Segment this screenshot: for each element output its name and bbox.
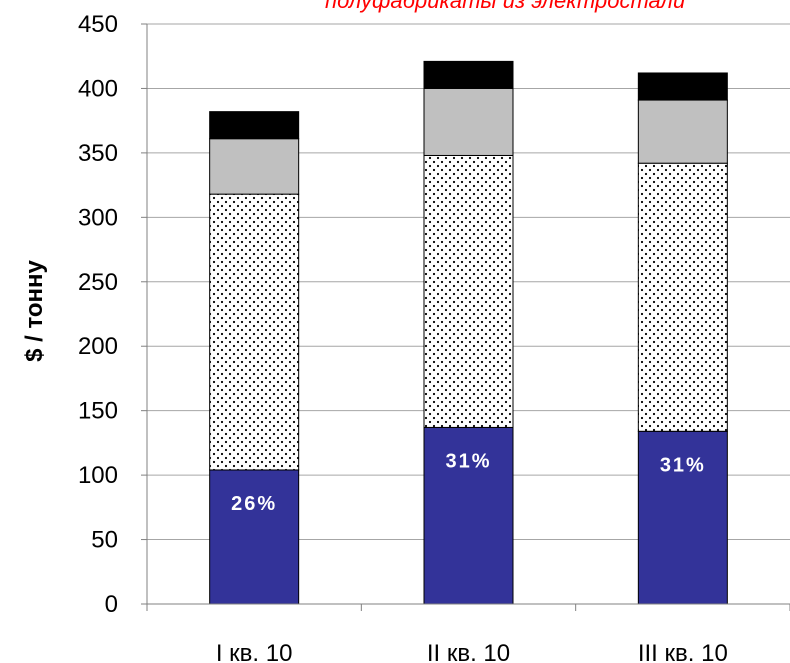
axes	[146, 24, 790, 611]
bars	[209, 60, 728, 605]
bar-segment-3	[637, 99, 728, 164]
bar-segment-3	[423, 87, 514, 156]
y-tick-label: 300	[78, 204, 118, 231]
bar-segment-4	[637, 72, 728, 101]
y-tick-label: 50	[91, 527, 118, 554]
chart-title: полуфабрикаты из электростали	[325, 0, 685, 13]
bar-segment-2	[209, 193, 300, 471]
x-tick-label: II кв. 10	[427, 640, 510, 663]
y-tick-label: 350	[78, 140, 118, 167]
y-tick-label: 400	[78, 75, 118, 102]
percent-label: 31%	[445, 450, 491, 472]
bar-segment-4	[209, 111, 300, 140]
y-tick-label: 100	[78, 462, 118, 489]
y-tick-labels: 0 50 100 150 200 250 300 350 400 450	[78, 11, 118, 618]
bar-segment-3	[209, 138, 300, 195]
y-tick-label: 200	[78, 333, 118, 360]
percent-annotations: 26% 31% 31%	[231, 450, 706, 515]
bar-segment-4	[423, 60, 514, 89]
percent-label: 26%	[231, 493, 277, 515]
x-tick-labels: I кв. 10 II кв. 10 III кв. 10	[216, 640, 728, 663]
bar-segment-2	[423, 154, 514, 428]
y-tick-label: 150	[78, 398, 118, 425]
y-axis-title: $ / тонну	[21, 259, 48, 361]
bar-segment-2	[637, 162, 728, 432]
x-tick-label: III кв. 10	[638, 640, 728, 663]
percent-label: 31%	[660, 454, 706, 476]
y-tick-label: 250	[78, 269, 118, 296]
bar-segment-1	[209, 469, 300, 605]
y-tick-label: 0	[105, 591, 118, 618]
y-tick-label: 450	[78, 11, 118, 38]
x-tick-label: I кв. 10	[216, 640, 293, 663]
bar-segment-1	[637, 430, 728, 605]
